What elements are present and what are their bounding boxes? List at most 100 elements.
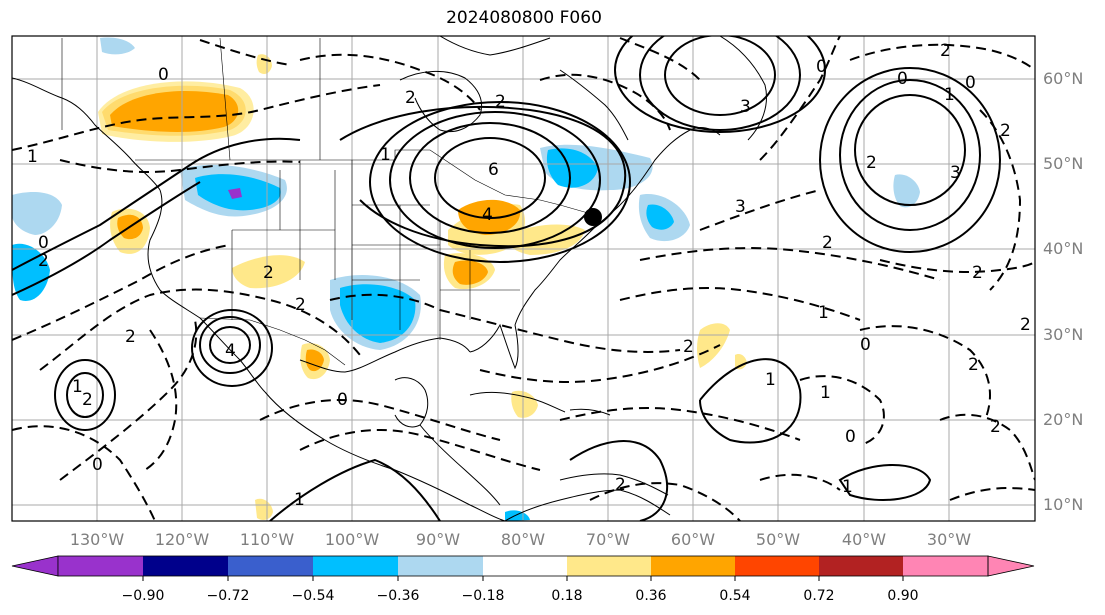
contour-label: 2	[1000, 121, 1011, 141]
shade-blue-atlantic-east	[893, 174, 920, 208]
coast-venezuela	[559, 473, 669, 496]
contour-atlantic-high-3	[819, 67, 1001, 253]
shade-yellow-pacific-s	[255, 498, 273, 520]
colorbar-tick-label: −0.90	[122, 588, 165, 604]
colorbar-segment-11	[903, 556, 988, 576]
contour-low-center-5	[339, 105, 626, 248]
contour-low-center-1	[434, 137, 546, 219]
lat-label-20n: 20°N	[1043, 410, 1083, 429]
dash-9	[439, 309, 681, 353]
shade-orange-ohio	[452, 260, 488, 285]
colorbar-tick-label: 0.54	[719, 588, 750, 604]
contour-label: 0	[92, 455, 103, 475]
contour-low-center-2	[409, 122, 571, 234]
contour-label: 2	[822, 233, 833, 253]
coast-florida	[469, 323, 519, 370]
contour-sw-low-1	[209, 326, 251, 364]
colorbar-tick-label: 0.36	[635, 588, 666, 604]
lon-label-30w: 30°W	[927, 530, 971, 549]
coast-greenland	[719, 36, 767, 141]
contour-atl-south-1	[699, 358, 802, 444]
contour-label: 2	[866, 153, 877, 173]
colorbar-tick-label: −0.54	[292, 588, 335, 604]
colorbar-tick-label: 0.18	[551, 588, 582, 604]
contour-label: 4	[225, 341, 236, 361]
latitude-labels: 60°N 50°N 40°N 30°N 20°N 10°N	[1043, 69, 1083, 514]
grid-lines	[12, 36, 1035, 521]
contour-label: 2	[1020, 315, 1031, 335]
dash-7	[259, 399, 501, 441]
shade-orange-mexico	[305, 349, 324, 372]
storm-marker	[584, 208, 602, 226]
contour-west-1	[12, 137, 301, 271]
dash-29	[759, 473, 841, 491]
colorbar-segment-10	[819, 556, 903, 576]
shade-cyan-texas	[340, 284, 416, 343]
shade-yellow-cuba	[511, 390, 538, 418]
lon-label-50w: 50°W	[756, 530, 800, 549]
contour-label: 2	[263, 263, 274, 283]
contour-label: 2	[125, 327, 136, 347]
colorbar-frame	[57, 555, 989, 577]
shade-yellow-atlantic-mid	[697, 323, 730, 368]
contour-label: 2	[38, 251, 49, 271]
shade-blue-west-coast	[12, 192, 62, 235]
lon-label-80w: 80°W	[501, 530, 545, 549]
contours-solid	[12, 36, 1001, 521]
border-state-14	[219, 37, 231, 161]
dash-3	[12, 244, 231, 341]
contour-pacific-2	[54, 359, 116, 431]
colorbar-tick-label: −0.36	[377, 588, 420, 604]
map-frame	[11, 35, 1036, 522]
coast-labrador	[559, 69, 629, 141]
contour-label: 0	[337, 390, 348, 410]
shade-purple-nw-us	[228, 188, 242, 199]
contour-label: 0	[845, 427, 856, 447]
lon-label-100w: 100°W	[325, 530, 380, 549]
contour-label: 1	[380, 145, 391, 165]
contour-label: 1	[765, 370, 776, 390]
colorbar-segment-8	[651, 556, 735, 576]
lat-label-30n: 30°N	[1043, 325, 1083, 344]
dash-6	[59, 319, 198, 481]
coast-yucatan	[394, 377, 429, 428]
dash-10	[479, 344, 721, 383]
colorbar-segment-3	[228, 556, 313, 576]
dash-16	[849, 43, 1035, 71]
contour-label: 0	[897, 69, 908, 89]
dash-26	[329, 293, 441, 311]
contour-west-2	[12, 181, 201, 296]
contour-pacific-1	[66, 372, 104, 418]
contour-label: 1	[842, 477, 853, 497]
contour-label: 1	[27, 147, 38, 167]
contour-atlantic-high-2	[839, 79, 981, 231]
contour-label: 2	[968, 355, 979, 375]
dash-11	[559, 407, 801, 441]
contour-label: 0	[860, 335, 871, 355]
dash-25	[619, 37, 701, 81]
dash-14	[699, 189, 821, 231]
map-title: 2024080800 F060	[446, 8, 602, 28]
colorbar-tick-label: −0.18	[462, 588, 505, 604]
contour-label: 0	[158, 65, 169, 85]
longitude-labels: 130°W 120°W 110°W 100°W 90°W 80°W 70°W 6…	[70, 530, 971, 549]
contour-label: 1	[944, 85, 955, 105]
shade-yellow-pacific-n	[256, 54, 272, 74]
lat-label-10n: 10°N	[1043, 495, 1083, 514]
dash-24	[199, 39, 291, 66]
contour-label: 1	[820, 383, 831, 403]
shade-blue-panama	[505, 510, 530, 521]
lon-label-120w: 120°W	[155, 530, 210, 549]
dash-18	[879, 259, 1035, 273]
colorbar-tick-label: 0.90	[887, 588, 918, 604]
contour-greenland-2	[639, 36, 801, 131]
contour-labels: 0 2 1 2 6 4 1 2 0 3 2 1 0 2 2 4 2 0 1 2 …	[27, 41, 1031, 510]
shade-cyan-atlantic-canada	[646, 204, 674, 230]
contour-label: 3	[950, 163, 961, 183]
lon-label-60w: 60°W	[671, 530, 715, 549]
shade-cyan-quebec	[546, 148, 598, 188]
contour-sw-low-2	[199, 316, 261, 374]
colorbar-tick-label: 0.72	[803, 588, 834, 604]
dash-27	[144, 329, 178, 471]
contour-label: 2	[972, 263, 983, 283]
